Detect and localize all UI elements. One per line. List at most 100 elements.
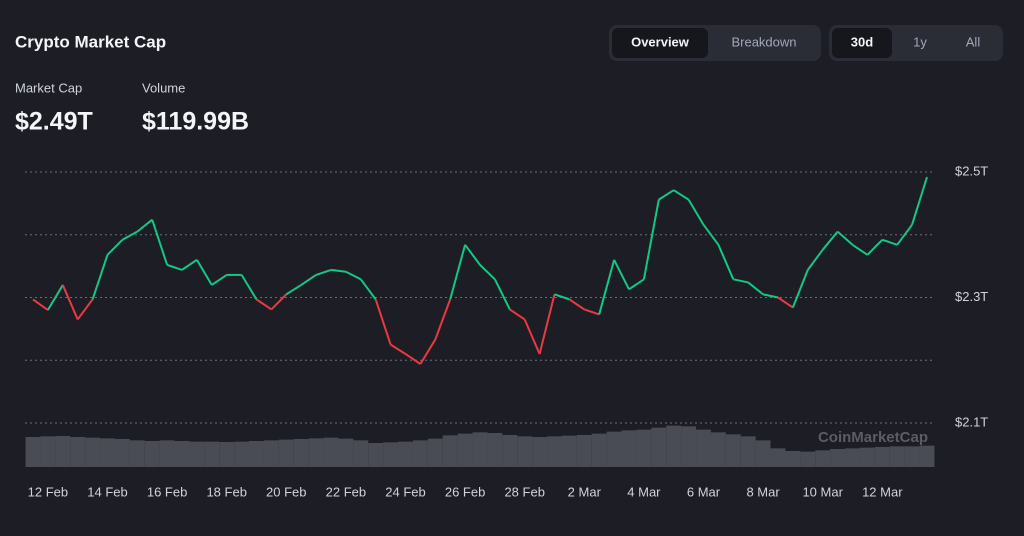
line-segment (211, 274, 228, 286)
line-segment (554, 293, 570, 301)
x-tick-label: 12 Mar (862, 484, 903, 499)
line-segment (136, 218, 153, 233)
line-segment (404, 353, 421, 365)
line-segment (762, 293, 779, 299)
volume-bar (487, 433, 503, 467)
volume-bar (249, 441, 264, 467)
volume-bar (636, 429, 652, 467)
x-tick-label: 12 Feb (28, 484, 68, 499)
y-tick-label: $2.1T (955, 414, 988, 429)
line-segment (240, 274, 258, 300)
line-segment (300, 274, 317, 286)
line-segment (881, 238, 898, 246)
volume-bar (725, 434, 741, 467)
volume-bar (353, 440, 369, 467)
line-segment (911, 176, 928, 226)
range[interactable]: 1y (913, 34, 927, 49)
line-segment (777, 296, 794, 309)
line-segment (658, 189, 675, 201)
line-segment (47, 284, 64, 311)
volume-bar (904, 446, 920, 467)
volume-bar (293, 439, 309, 467)
line-segment (568, 298, 585, 311)
volume-bar (517, 436, 533, 467)
volume-bar (621, 430, 637, 467)
volume-bar (204, 441, 220, 467)
line-segment (687, 199, 705, 226)
volume-bar (740, 436, 756, 467)
line-segment (509, 308, 526, 321)
volume-bar (561, 435, 577, 467)
line-segment (374, 299, 392, 345)
tab-active (612, 28, 708, 58)
volume-bar (40, 436, 56, 467)
volume-bar (263, 440, 279, 467)
line-segment (747, 281, 764, 296)
volume-bar (591, 433, 607, 467)
line-segment (673, 189, 690, 201)
stat-value: $119.99B (142, 108, 249, 136)
volume-bar (919, 445, 935, 467)
line-segment (717, 244, 735, 280)
volume-bar (666, 425, 682, 467)
volume-bar (338, 438, 354, 467)
line-segment (151, 219, 169, 266)
tab[interactable]: Overview (631, 34, 690, 49)
range[interactable]: All (966, 34, 981, 49)
x-tick-label: 10 Mar (802, 484, 843, 499)
volume-bar (383, 442, 399, 467)
volume-bar (696, 429, 711, 467)
volume-bar (815, 450, 831, 467)
volume-bar (770, 448, 786, 467)
line-segment (76, 298, 94, 321)
line-segment (345, 270, 362, 281)
range[interactable]: 30d (851, 34, 873, 49)
x-tick-label: 26 Feb (445, 484, 485, 499)
range-active (832, 28, 892, 58)
y-tick-label: $2.5T (955, 163, 988, 178)
line-segment (390, 343, 407, 355)
volume-bar (442, 435, 458, 467)
title: Crypto Market Cap (15, 32, 166, 51)
line-segment (479, 264, 496, 281)
volume-bar (100, 438, 115, 467)
volume-bar (189, 441, 205, 467)
line-segment (32, 298, 49, 311)
volume-bar (576, 435, 592, 467)
volume-bar (785, 451, 801, 467)
x-tick-label: 14 Feb (87, 484, 127, 499)
y-tick-label: $2.3T (955, 289, 988, 304)
volume-bar (174, 441, 190, 467)
x-tick-label: 24 Feb (385, 484, 425, 499)
volume-bar (308, 438, 324, 467)
volume-bar (219, 442, 235, 467)
volume-bar (845, 448, 860, 467)
line-segment (866, 239, 884, 256)
volume-bar (85, 437, 101, 467)
volume-bar (755, 440, 771, 467)
line-segment (330, 268, 347, 273)
stat-label: Volume (142, 80, 185, 95)
volume-bar (278, 439, 294, 467)
volume-bar (472, 432, 488, 467)
line-segment (642, 199, 660, 280)
volume-bar (532, 437, 548, 467)
tab[interactable]: Breakdown (731, 34, 796, 49)
line-segment (896, 224, 913, 246)
volume-bar (114, 439, 130, 467)
volume-bar (323, 437, 339, 467)
volume-bar (368, 443, 384, 467)
line-segment (449, 244, 467, 300)
x-tick-label: 4 Mar (627, 484, 661, 499)
volume-bar (159, 440, 175, 467)
volume-bar (427, 438, 443, 467)
watermark: CoinMarketCap (818, 429, 928, 446)
x-tick-label: 22 Feb (326, 484, 366, 499)
line-segment (538, 294, 556, 355)
x-tick-label: 6 Mar (687, 484, 721, 499)
line-segment (628, 278, 645, 291)
line-segment (702, 224, 720, 246)
line-segment (598, 259, 616, 315)
stat-label: Market Cap (15, 80, 82, 95)
line-segment (106, 239, 124, 256)
